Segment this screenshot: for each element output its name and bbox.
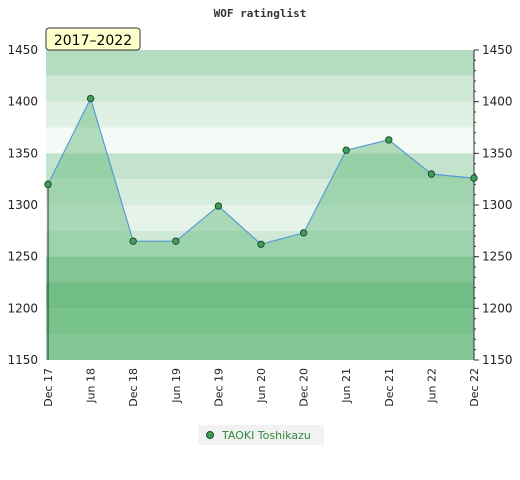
grid-band: [46, 153, 474, 180]
data-point[interactable]: [44, 180, 52, 189]
x-axis: Dec 17 Jun 18 Dec 18 Jun 19 Dec 19 Jun 20 Dec …: [42, 368, 481, 407]
grid-band: [46, 334, 474, 360]
legend-marker-icon: [206, 431, 214, 439]
x-tick-label: Jun 19: [170, 368, 183, 404]
grid-band: [46, 205, 474, 231]
data-point[interactable]: [214, 202, 223, 210]
y-tick-label-right: 1150: [482, 353, 513, 367]
grid-band: [46, 256, 474, 283]
data-point[interactable]: [86, 94, 95, 103]
period-label: 2017–2022: [54, 33, 132, 49]
grid-band: [46, 179, 474, 205]
grid-band: [46, 50, 474, 76]
x-tick-label: Dec 20: [298, 368, 311, 407]
y-tick-label-right: 1450: [482, 43, 513, 57]
y-axis-right: 1150 1200 1250 1300 1350 1400 1450: [473, 43, 513, 367]
data-point[interactable]: [129, 237, 137, 245]
y-tick-label-left: 1250: [7, 250, 38, 264]
y-axis-left: 1150 1200 1250 1300 1350 1400 1450: [7, 43, 49, 367]
y-tick-label-right: 1400: [482, 95, 513, 109]
x-tick-label: Dec 21: [383, 368, 396, 407]
x-tick-label: Dec 22: [468, 368, 481, 407]
grid-band: [46, 101, 474, 128]
x-tick-label: Jun 22: [425, 368, 438, 404]
grid-band: [46, 282, 474, 309]
grid-band: [46, 75, 474, 102]
data-point[interactable]: [470, 174, 478, 182]
grid-band: [46, 127, 474, 154]
x-tick-label: Dec 19: [212, 368, 225, 407]
y-tick-label-left: 1150: [7, 353, 38, 367]
y-tick-label-left: 1300: [7, 198, 38, 212]
y-tick-label-left: 1350: [7, 146, 38, 160]
grid-band: [46, 308, 474, 335]
background-bands: [46, 50, 474, 360]
data-point[interactable]: [172, 237, 180, 245]
y-tick-label-left: 1200: [7, 301, 38, 315]
period-badge: 2017–2022: [45, 27, 141, 51]
legend[interactable]: TAOKI Toshikazu: [198, 425, 324, 445]
y-tick-label-right: 1250: [482, 250, 513, 264]
data-points: [44, 94, 478, 248]
data-point[interactable]: [342, 146, 350, 154]
data-point[interactable]: [427, 170, 436, 178]
data-point[interactable]: [257, 240, 265, 248]
y-tick-label-right: 1300: [482, 198, 513, 212]
x-tick-label: Jun 18: [85, 368, 98, 404]
x-tick-label: Jun 20: [255, 368, 268, 404]
x-tick-label: Jun 21: [340, 368, 353, 404]
data-point[interactable]: [385, 136, 393, 144]
legend-series-name: TAOKI Toshikazu: [221, 429, 311, 442]
x-tick-label: Dec 17: [42, 368, 55, 407]
y-tick-label-right: 1350: [482, 146, 513, 160]
series-area: [48, 98, 474, 361]
y-tick-label-left: 1450: [7, 43, 38, 57]
x-tick-label: Dec 18: [127, 368, 140, 407]
y-tick-label-right: 1200: [482, 301, 513, 315]
data-point[interactable]: [299, 229, 308, 237]
y-tick-label-left: 1400: [7, 95, 38, 109]
chart-title: WOF ratinglist: [214, 7, 307, 20]
